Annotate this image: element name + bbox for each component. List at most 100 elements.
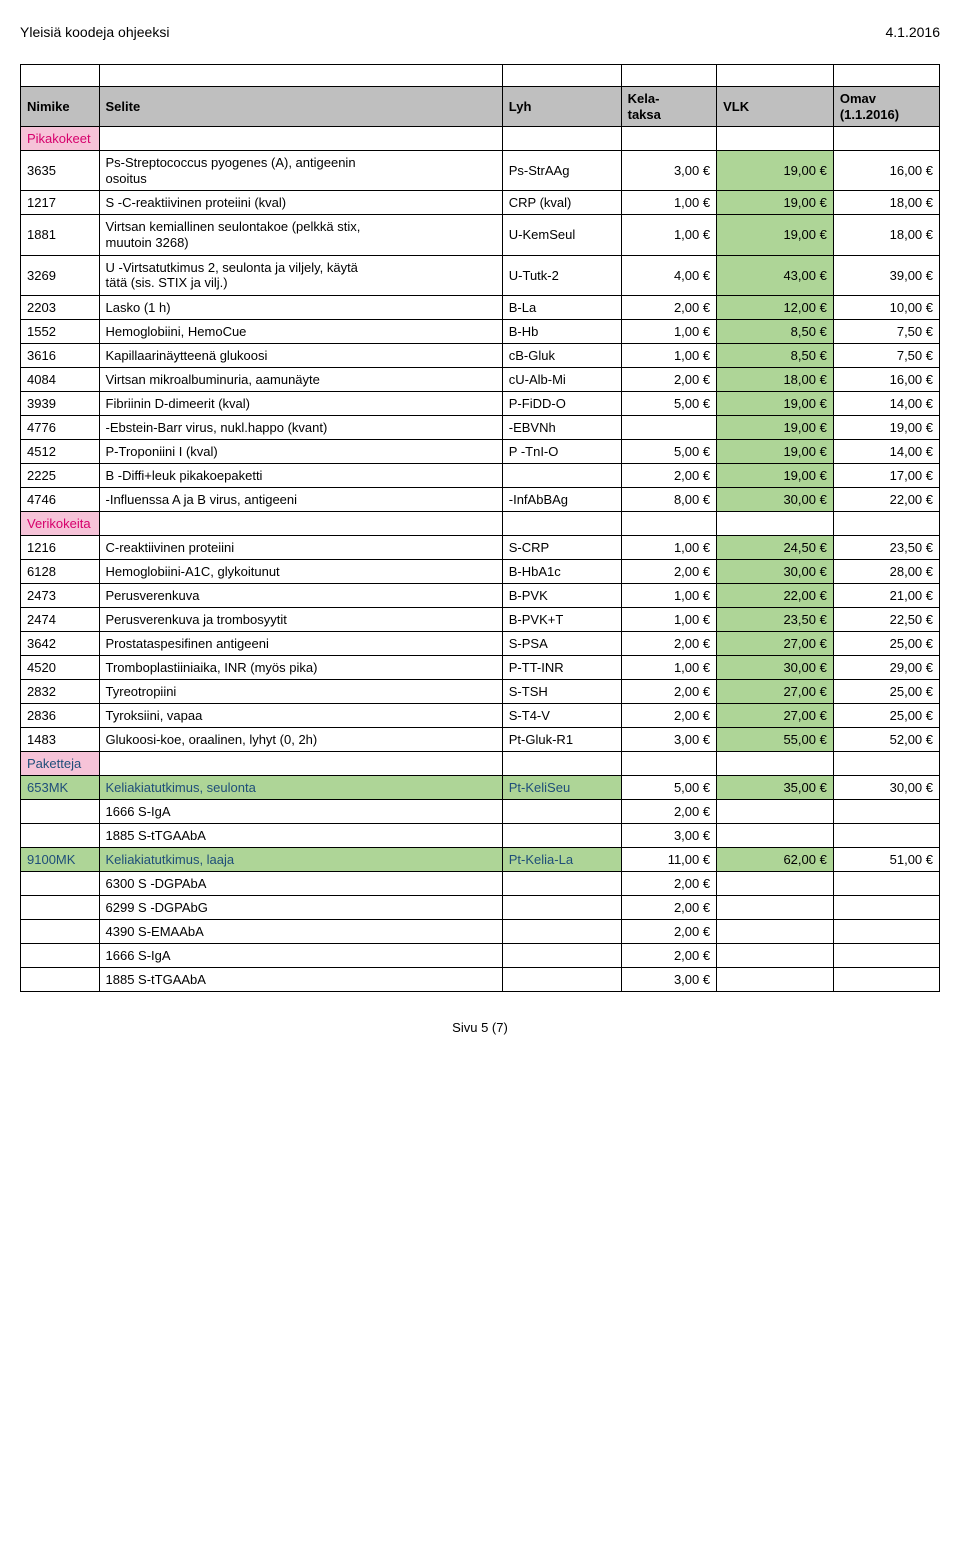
cell: 3616: [21, 343, 100, 367]
cell: 3,00 €: [621, 727, 717, 751]
cell: B-PVK+T: [502, 607, 621, 631]
cell: [621, 415, 717, 439]
cell: [621, 511, 717, 535]
table-row: 1885 S-tTGAAbA3,00 €: [21, 823, 940, 847]
cell: U -Virtsatutkimus 2, seulonta ja viljely…: [99, 255, 502, 295]
cell: 1,00 €: [621, 215, 717, 255]
cell: B-HbA1c: [502, 559, 621, 583]
cell: Lasko (1 h): [99, 295, 502, 319]
cell: 4512: [21, 439, 100, 463]
cell: Ps-StrAAg: [502, 151, 621, 191]
cell: 3635: [21, 151, 100, 191]
cell: 19,00 €: [717, 151, 834, 191]
cell: 19,00 €: [717, 391, 834, 415]
cell: Perusverenkuva ja trombosyytit: [99, 607, 502, 631]
table-row: 2836Tyroksiini, vapaaS-T4-V 2,00 € 27,00…: [21, 703, 940, 727]
cell: P -TnI-O: [502, 439, 621, 463]
cell: [502, 751, 621, 775]
table-row: 4520Tromboplastiiniaika, INR (myös pika)…: [21, 655, 940, 679]
cell: [717, 127, 834, 151]
cell: Pt-Kelia-La: [502, 847, 621, 871]
cell: [833, 127, 939, 151]
cell: [833, 65, 939, 87]
cell: Kapillaarinäytteenä glukoosi: [99, 343, 502, 367]
cell: 2,00 €: [621, 871, 717, 895]
cell: [717, 967, 834, 991]
cell: 1,00 €: [621, 583, 717, 607]
th-lyh: Lyh: [502, 87, 621, 127]
cell: 22,00 €: [717, 583, 834, 607]
cell: 39,00 €: [833, 255, 939, 295]
cell: 7,50 €: [833, 343, 939, 367]
cell: [99, 511, 502, 535]
section-paketteja: Paketteja: [21, 751, 100, 775]
cell: 14,00 €: [833, 391, 939, 415]
table-row: 3642Prostataspesifinen antigeeniS-PSA 2,…: [21, 631, 940, 655]
table-row: 1217S -C-reaktiivinen proteiini (kval)CR…: [21, 191, 940, 215]
cell: 19,00 €: [717, 191, 834, 215]
cell: B-PVK: [502, 583, 621, 607]
cell: 19,00 €: [717, 415, 834, 439]
table-row: 4512P-Troponiini I (kval)P -TnI-O 5,00 €…: [21, 439, 940, 463]
table-row: 1666 S-IgA2,00 €: [21, 799, 940, 823]
cell: [833, 967, 939, 991]
cell: [21, 823, 100, 847]
cell: 35,00 €: [717, 775, 834, 799]
cell: Perusverenkuva: [99, 583, 502, 607]
cell: 62,00 €: [717, 847, 834, 871]
cell: 30,00 €: [717, 655, 834, 679]
cell: 1,00 €: [621, 535, 717, 559]
table-row: 1216C-reaktiivinen proteiiniS-CRP 1,00 €…: [21, 535, 940, 559]
cell: U-Tutk-2: [502, 255, 621, 295]
cell: [717, 823, 834, 847]
cell: 3,00 €: [621, 823, 717, 847]
cell: 12,00 €: [717, 295, 834, 319]
cell: [502, 799, 621, 823]
cell: 1552: [21, 319, 100, 343]
cell: 27,00 €: [717, 631, 834, 655]
cell: 19,00 €: [717, 439, 834, 463]
cell: 4746: [21, 487, 100, 511]
cell: P-FiDD-O: [502, 391, 621, 415]
cell: [502, 463, 621, 487]
cell: [502, 895, 621, 919]
cell: 30,00 €: [833, 775, 939, 799]
th-nimike: Nimike: [21, 87, 100, 127]
cell: 25,00 €: [833, 631, 939, 655]
cell: 25,00 €: [833, 679, 939, 703]
cell: 2,00 €: [621, 919, 717, 943]
cell: Tyroksiini, vapaa: [99, 703, 502, 727]
cell: 1885 S-tTGAAbA: [99, 967, 502, 991]
cell: [99, 65, 502, 87]
cell: 25,00 €: [833, 703, 939, 727]
page-header: Yleisiä koodeja ohjeeksi 4.1.2016: [20, 24, 940, 40]
cell: U-KemSeul: [502, 215, 621, 255]
table-row: 3635Ps-Streptococcus pyogenes (A), antig…: [21, 151, 940, 191]
cell: 2473: [21, 583, 100, 607]
cell: 22,50 €: [833, 607, 939, 631]
th-selite: Selite: [99, 87, 502, 127]
cell: 8,00 €: [621, 487, 717, 511]
cell: Hemoglobiini, HemoCue: [99, 319, 502, 343]
table-row: 1552Hemoglobiini, HemoCueB-Hb 1,00 € 8,5…: [21, 319, 940, 343]
cell: [502, 919, 621, 943]
cell: [21, 65, 100, 87]
cell: 1666 S-IgA: [99, 799, 502, 823]
cell: Fibriinin D-dimeerit (kval): [99, 391, 502, 415]
cell: CRP (kval): [502, 191, 621, 215]
page-footer: Sivu 5 (7): [20, 1020, 940, 1035]
cell: 1,00 €: [621, 655, 717, 679]
cell: [502, 511, 621, 535]
cell: 1217: [21, 191, 100, 215]
cell: 2832: [21, 679, 100, 703]
table-row: 2474Perusverenkuva ja trombosyytitB-PVK+…: [21, 607, 940, 631]
table-row: 9100MK Keliakiatutkimus, laaja Pt-Kelia-…: [21, 847, 940, 871]
cell: Virtsan mikroalbuminuria, aamunäyte: [99, 367, 502, 391]
header-right: 4.1.2016: [886, 24, 941, 40]
cell: 14,00 €: [833, 439, 939, 463]
cell: C-reaktiivinen proteiini: [99, 535, 502, 559]
table-row: 1483Glukoosi-koe, oraalinen, lyhyt (0, 2…: [21, 727, 940, 751]
cell: S-PSA: [502, 631, 621, 655]
cell: Ps-Streptococcus pyogenes (A), antigeeni…: [99, 151, 502, 191]
th-kela: Kela-taksa: [621, 87, 717, 127]
